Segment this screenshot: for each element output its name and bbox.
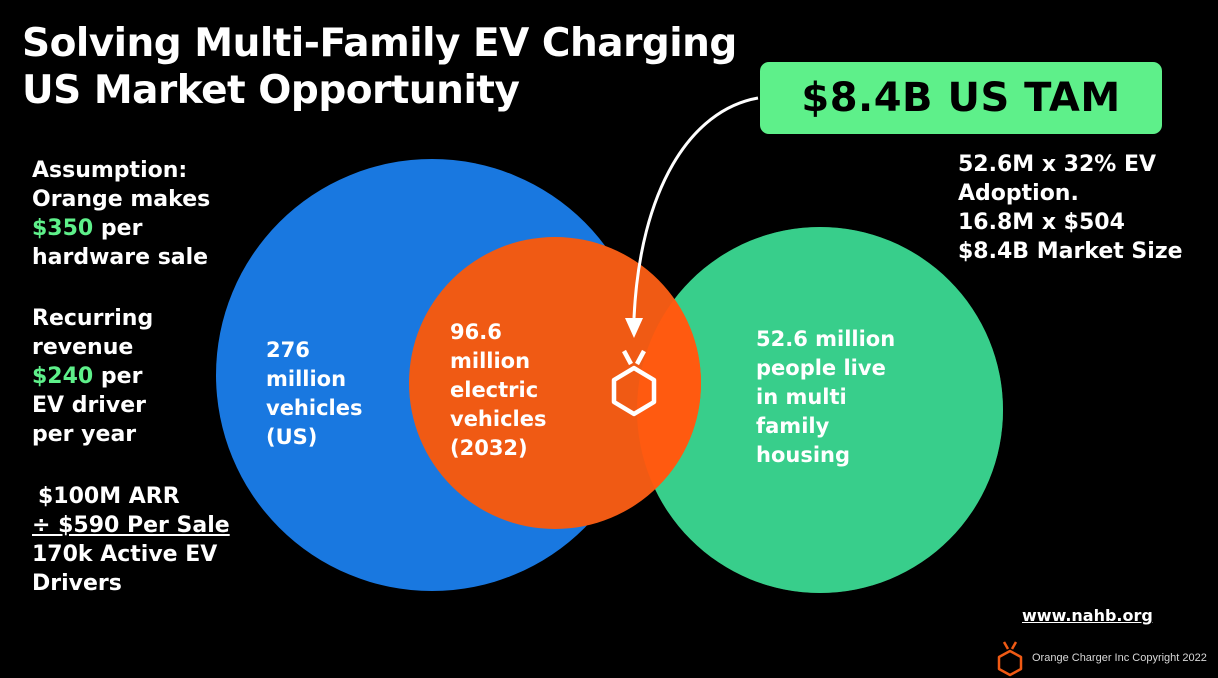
recurring-line-4: EV driver — [32, 393, 146, 418]
assumption-line-3: $350 per — [32, 214, 210, 243]
assumption-line-2: Orange makes — [32, 187, 211, 212]
recurring-line-1: Recurring — [32, 306, 154, 331]
housing-label-line: in multi — [756, 385, 847, 409]
recurring-line-5: per year — [32, 422, 137, 447]
calc-line-4: $8.4B Market Size — [958, 239, 1183, 264]
electric-vehicles-circle — [409, 237, 701, 529]
housing-label: 52.6 million people live in multi family… — [756, 325, 895, 470]
vehicles-label-line: vehicles — [266, 396, 363, 420]
calc-line-1: 52.6M x 32% EV — [958, 152, 1157, 177]
arrow-line — [632, 96, 759, 319]
market-size-calc: 52.6M x 32% EV Adoption. 16.8M x $504 $8… — [958, 150, 1183, 266]
vehicles-label-line: (US) — [266, 425, 318, 449]
assumption-line-3-rest: per — [93, 216, 143, 241]
assumption-line-1: Assumption: — [32, 158, 188, 183]
housing-label-line: 52.6 million — [756, 327, 896, 351]
electric-label-line: million — [450, 349, 531, 373]
tam-badge: $8.4B US TAM — [760, 62, 1162, 134]
recurring-line-2: revenue — [32, 335, 134, 360]
title-line-2: US Market Opportunity — [22, 68, 520, 113]
electric-label-line: vehicles — [450, 407, 547, 431]
housing-label-line: housing — [756, 443, 851, 467]
recurring-line-3: $240 per — [32, 362, 153, 391]
assumption-block: Assumption: Orange makes $350 per hardwa… — [32, 156, 210, 272]
title-line-1: Solving Multi-Family EV Charging — [22, 21, 737, 66]
vehicles-label-line: million — [266, 367, 347, 391]
housing-label-line: family — [756, 414, 830, 438]
recurring-price: $240 — [32, 364, 94, 389]
tam-badge-text: $8.4B US TAM — [801, 75, 1121, 121]
recurring-line-3-rest: per — [93, 364, 143, 389]
electric-label-line: 96.6 — [450, 320, 502, 344]
arr-block: $100M ARR ÷ $590 Per Sale 170k Active EV… — [32, 482, 230, 598]
copyright-text: Orange Charger Inc Copyright 2022 — [1032, 652, 1207, 664]
arrow-head — [625, 318, 643, 338]
recurring-block: Recurring revenue $240 per EV driver per… — [32, 304, 153, 449]
page-title: Solving Multi-Family EV Charging US Mark… — [22, 20, 737, 114]
electric-label-line: (2032) — [450, 436, 528, 460]
assumption-line-4: hardware sale — [32, 245, 209, 270]
source-link[interactable]: www.nahb.org — [1022, 606, 1153, 625]
housing-label-line: people live — [756, 356, 886, 380]
orange-charger-logo-icon — [611, 349, 657, 417]
arr-line-4: Drivers — [32, 571, 122, 596]
copyright-logo-icon — [997, 641, 1023, 677]
arr-line-1: $100M ARR — [38, 484, 180, 509]
arr-line-2: ÷ $590 Per Sale — [32, 513, 230, 538]
calc-line-3: 16.8M x $504 — [958, 210, 1125, 235]
vehicles-label: 276 million vehicles (US) — [266, 336, 362, 452]
hardware-price: $350 — [32, 216, 94, 241]
electric-vehicles-label: 96.6 million electric vehicles (2032) — [450, 318, 546, 463]
intersection-highlight — [637, 227, 1003, 593]
electric-label-line: electric — [450, 378, 539, 402]
calc-line-2: Adoption. — [958, 181, 1079, 206]
arr-line-3: 170k Active EV — [32, 542, 218, 567]
vehicles-label-line: 276 — [266, 338, 310, 362]
